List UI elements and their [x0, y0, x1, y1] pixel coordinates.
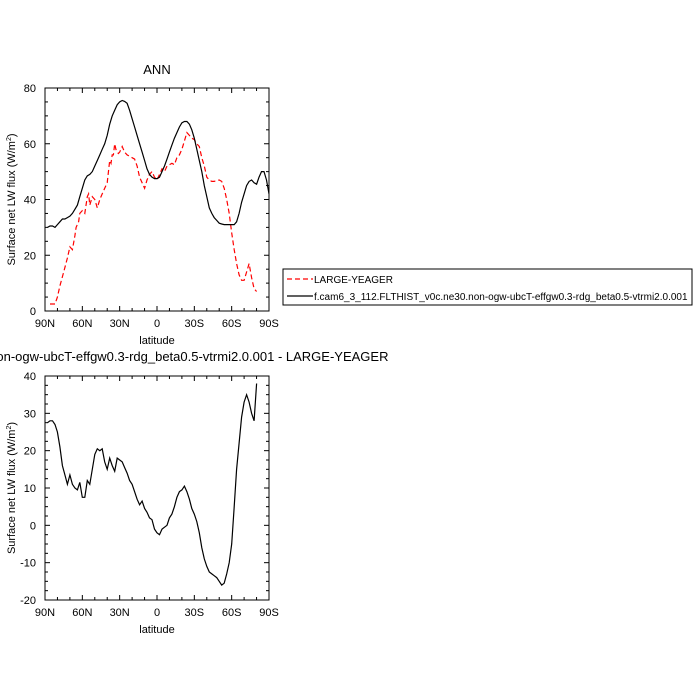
legend: LARGE-YEAGER f.cam6_3_112.FLTHIST_v0c.ne3…	[282, 268, 693, 306]
series-line-1	[47, 383, 258, 586]
bottom-plot: _v0c.ne30.non-ogw-ubcT-effgw0.3-rdg_beta…	[0, 349, 388, 636]
y-tick-label: -10	[20, 558, 36, 570]
x-tick-label: 60S	[222, 607, 242, 619]
y-tick-label: 20	[24, 250, 36, 262]
x-tick-label: 60N	[72, 607, 92, 619]
chart-title: ANN	[143, 62, 170, 77]
x-tick-label: 60N	[72, 318, 92, 330]
x-tick-label: 30N	[110, 318, 130, 330]
y-tick-label: 60	[24, 139, 36, 151]
x-tick-label: 90N	[35, 607, 55, 619]
y-axis-label-tail: )	[6, 422, 18, 426]
y-tick-label: 30	[24, 408, 36, 420]
series-line-1	[50, 131, 258, 305]
x-tick-label: 90S	[259, 607, 279, 619]
legend-label-1: LARGE-YEAGER	[314, 275, 393, 286]
x-tick-label: 30S	[185, 607, 205, 619]
y-axis-label-sup: 2	[6, 426, 13, 430]
y-tick-label: 20	[24, 446, 36, 458]
y-axis-label-sup: 2	[6, 137, 13, 141]
series-line-2	[47, 99, 269, 229]
x-tick-label: 90N	[35, 318, 55, 330]
y-tick-label: 0	[30, 306, 36, 318]
x-tick-label: 0	[154, 318, 160, 330]
x-tick-label: 60S	[222, 318, 242, 330]
x-tick-label: 90S	[259, 318, 279, 330]
x-tick-label: 0	[154, 607, 160, 619]
y-tick-label: 40	[24, 371, 36, 383]
y-axis-label: Surface net LW flux (W/m2)	[6, 422, 18, 554]
y-tick-label: 40	[24, 195, 36, 207]
y-tick-label: -20	[20, 595, 36, 607]
y-axis-label: Surface net LW flux (W/m2)	[6, 133, 18, 265]
y-axis-label-main: Surface net LW flux (W/m	[6, 141, 18, 266]
y-axis-label-tail: )	[6, 133, 18, 137]
y-tick-label: 10	[24, 483, 36, 495]
x-axis-label: latitude	[139, 335, 174, 347]
legend-box	[282, 268, 693, 306]
top-plot: ANN 90N 60N 30N 0 30S 60S 90S 0 20 40 60 80 latitude S…	[6, 62, 279, 347]
legend-label-2: f.cam6_3_112.FLTHIST_v0c.ne30.non-ogw-ub…	[314, 292, 688, 303]
chart-title: _v0c.ne30.non-ogw-ubcT-effgw0.3-rdg_beta…	[0, 349, 388, 364]
x-axis-label: latitude	[139, 624, 174, 636]
y-tick-label: 0	[30, 520, 36, 532]
x-tick-label: 30S	[185, 318, 205, 330]
y-tick-label: 80	[24, 83, 36, 95]
x-tick-label: 30N	[110, 607, 130, 619]
y-axis-label-main: Surface net LW flux (W/m	[6, 430, 18, 555]
